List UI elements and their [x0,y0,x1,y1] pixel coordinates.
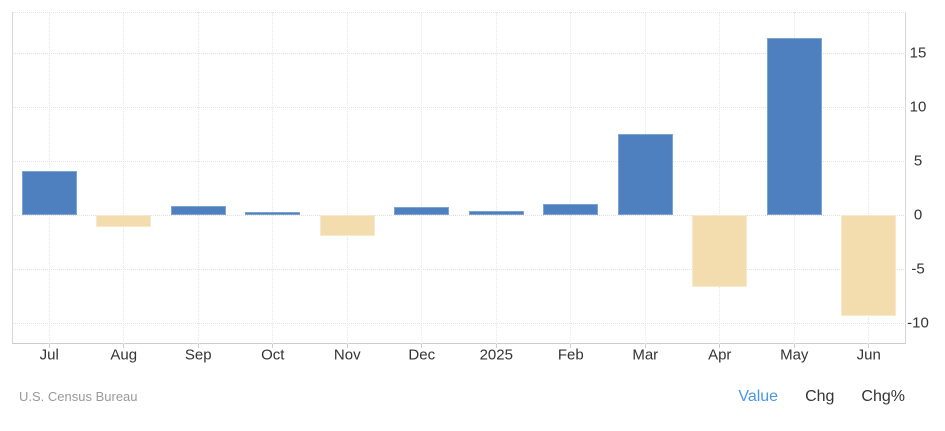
gridline-x-aug [123,12,125,344]
y-axis-label-5: 5 [913,152,923,170]
mode-switcher: Value Chg Chg% [738,388,905,406]
mode-value-link[interactable]: Value [738,388,779,405]
gridline-x-apr [719,12,721,344]
gridline-y-10 [12,106,906,108]
x-axis-label-aug: Aug [110,346,138,364]
x-tick-2025 [495,344,497,348]
x-axis-label-sep: Sep [184,346,212,364]
bar-aug[interactable] [96,215,152,228]
x-axis-label-apr: Apr [708,346,732,364]
gridline-x-2025 [495,12,497,344]
gridline-y-0 [12,214,906,216]
y-axis-label--5: -5 [911,260,925,278]
x-tick-mar [644,344,646,348]
gridline-y--5 [12,268,906,270]
x-tick-aug [123,344,125,348]
gridline-y-15 [12,52,906,54]
x-axis-label-2025: 2025 [479,346,513,364]
x-tick-nov [346,344,348,348]
gridline-x-oct [272,12,274,344]
y-axis-label-0: 0 [913,206,923,224]
gridline-y--10 [12,322,906,324]
bar-2025[interactable] [468,210,524,216]
gridline-x-feb [570,12,572,344]
gridline-x-nov [346,12,348,344]
x-axis-label-feb: Feb [557,346,584,364]
y-axis-label-15: 15 [909,44,927,62]
x-tick-apr [719,344,721,348]
gridline-x-sep [197,12,199,344]
x-tick-dec [421,344,423,348]
x-tick-jul [48,344,50,348]
mode-chg-link[interactable]: Chg [805,388,835,405]
x-axis-label-jun: Jun [856,346,881,364]
bar-jun[interactable] [841,215,897,316]
mode-chgpct-link[interactable]: Chg% [861,388,905,405]
y-axis-label-10: 10 [909,98,927,116]
x-tick-oct [272,344,274,348]
bar-feb[interactable] [543,204,599,216]
bar-jul[interactable] [21,170,77,216]
bar-apr[interactable] [692,215,748,287]
gridline-y-5 [12,160,906,162]
bar-dec[interactable] [394,206,450,216]
x-tick-feb [570,344,572,348]
x-tick-may [793,344,795,348]
plot-area [12,12,906,344]
bar-may[interactable] [766,37,822,216]
x-axis-label-jul: Jul [39,346,59,364]
x-axis-label-may: May [780,346,809,364]
bar-sep[interactable] [170,205,226,216]
bar-mar[interactable] [617,134,673,216]
bar-oct[interactable] [245,212,301,216]
x-axis-label-oct: Oct [261,346,285,364]
x-tick-jun [868,344,870,348]
gridline-x-jun [868,12,870,344]
x-axis-label-nov: Nov [333,346,361,364]
source-label: U.S. Census Bureau [19,389,138,404]
x-axis-label-dec: Dec [408,346,436,364]
bar-nov[interactable] [319,215,375,236]
x-axis-label-mar: Mar [632,346,659,364]
y-axis-label--10: -10 [907,314,929,332]
gridline-x-dec [421,12,423,344]
x-tick-sep [197,344,199,348]
